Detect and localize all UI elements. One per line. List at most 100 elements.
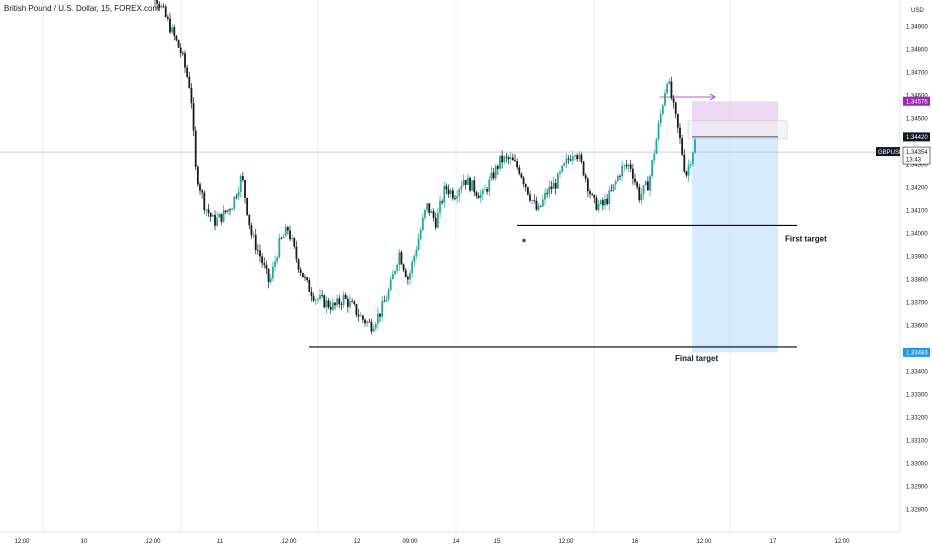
y-tick-label: 1.33200 xyxy=(906,416,928,422)
candle-body xyxy=(576,155,579,160)
candle-body xyxy=(244,180,246,198)
candle-body xyxy=(417,238,420,251)
candle-body xyxy=(451,190,454,199)
candle-body xyxy=(634,178,636,183)
candle-body xyxy=(627,164,630,167)
final-target-label: Final target xyxy=(675,354,718,363)
candle-body xyxy=(554,182,557,189)
candle-body xyxy=(177,40,180,48)
candle-body xyxy=(473,180,476,193)
y-tick-label: 1.34300 xyxy=(906,163,928,169)
symbol-tag-label: GBPUSD xyxy=(878,150,904,156)
candle-body xyxy=(636,182,639,187)
candle-body xyxy=(672,98,675,103)
candle-body xyxy=(424,209,426,218)
candle-body xyxy=(188,76,191,88)
candle-body xyxy=(653,153,656,161)
candle-body xyxy=(413,255,416,262)
take-profit-zone[interactable] xyxy=(692,136,778,353)
candle-body xyxy=(261,256,264,264)
candle-body xyxy=(526,187,529,195)
candle-body xyxy=(580,154,583,162)
candle-body xyxy=(306,277,309,280)
y-tick-label: 1.33400 xyxy=(906,370,928,376)
candle-body xyxy=(291,238,294,240)
candle-body xyxy=(239,176,242,192)
candle-body xyxy=(610,190,613,192)
candle-body xyxy=(541,199,544,207)
candle-body xyxy=(623,165,626,166)
candle-body xyxy=(175,35,178,41)
candle-body xyxy=(565,158,568,164)
candle-body xyxy=(284,227,287,237)
y-tick-label: 1.34800 xyxy=(906,48,928,54)
candle-body xyxy=(361,315,364,320)
candle-body xyxy=(601,200,604,206)
candle-body xyxy=(661,105,664,114)
candle-body xyxy=(492,172,495,179)
candle-body xyxy=(173,27,176,36)
candle-body xyxy=(252,234,255,236)
candle-body xyxy=(374,324,377,329)
candle-body xyxy=(368,321,371,323)
candle-body xyxy=(415,250,418,256)
candle-body xyxy=(406,276,409,280)
candle-body xyxy=(464,179,467,185)
candle-body xyxy=(441,201,444,203)
y-tick-label: 1.34000 xyxy=(906,232,928,238)
candle-body xyxy=(597,203,600,210)
candle-body xyxy=(456,196,459,199)
candle-body xyxy=(389,279,392,290)
candle-body xyxy=(256,250,259,251)
candle-body xyxy=(301,272,304,278)
candle-body xyxy=(666,83,669,94)
candle-body xyxy=(430,211,433,214)
candle-body xyxy=(381,301,384,317)
candle-body xyxy=(162,6,165,7)
candle-body xyxy=(254,234,257,251)
candle-body xyxy=(685,171,688,176)
candle-body xyxy=(689,163,692,166)
candle-body xyxy=(638,186,641,201)
candle-body xyxy=(439,201,441,213)
candle-body xyxy=(267,268,270,283)
candle-body xyxy=(327,300,330,308)
candle-body xyxy=(533,200,536,201)
candle-body xyxy=(591,194,594,196)
candle-body xyxy=(411,261,414,274)
candle-body xyxy=(582,161,585,176)
candle-body xyxy=(679,127,681,139)
candle-body xyxy=(383,301,386,303)
candle-body xyxy=(400,252,403,265)
candle-body xyxy=(539,205,542,207)
candle-body xyxy=(681,138,684,155)
candle-body xyxy=(271,266,274,279)
candle-body xyxy=(308,279,311,292)
chart-title: British Pound / U.S. Dollar, 15, FOREX.c… xyxy=(4,4,160,13)
candle-body xyxy=(366,321,369,324)
symbol-tag xyxy=(876,147,900,157)
candle-body xyxy=(499,155,501,169)
candle-body xyxy=(293,238,296,247)
candle-body xyxy=(481,189,484,195)
candle-body xyxy=(552,182,555,190)
candle-body xyxy=(207,209,210,214)
candle-body xyxy=(479,194,482,199)
y-tick-label: 1.34100 xyxy=(906,209,928,215)
candle-body xyxy=(319,295,321,300)
candle-body xyxy=(179,47,182,54)
candle-body xyxy=(394,271,396,275)
candle-body xyxy=(614,181,617,185)
candle-body xyxy=(269,278,272,283)
price-tag-label: 1.34420 xyxy=(906,135,928,141)
candle-body xyxy=(574,155,576,157)
candle-body xyxy=(166,16,169,19)
eye-icon xyxy=(522,238,526,243)
candle-body xyxy=(214,214,216,226)
candle-body xyxy=(248,214,251,226)
candle-body xyxy=(649,176,651,191)
candle-body xyxy=(398,252,401,265)
candle-body xyxy=(501,155,504,163)
candle-body xyxy=(511,157,514,161)
